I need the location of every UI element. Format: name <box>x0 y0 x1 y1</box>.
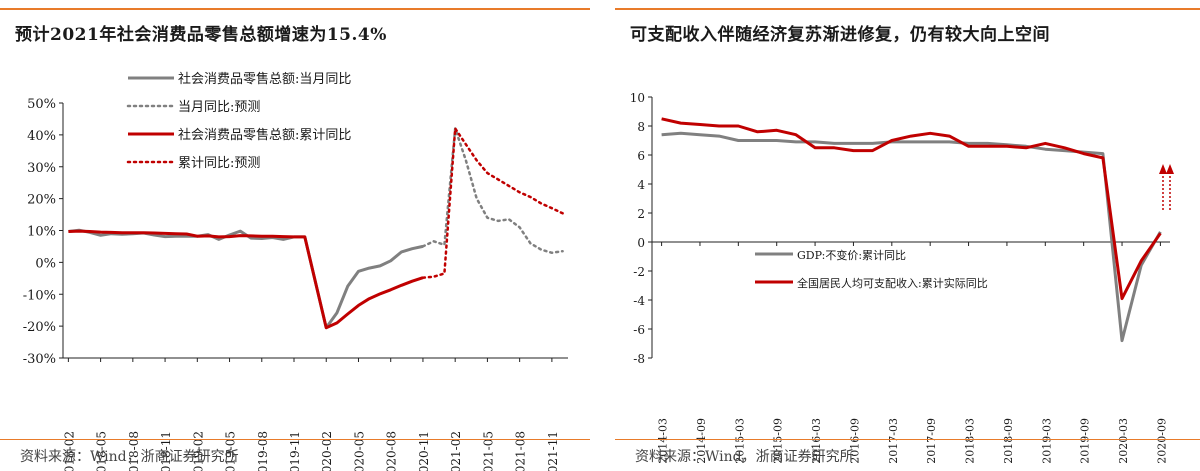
left-x-tick-label: 2019-11 <box>288 431 302 471</box>
right-y-tick-label: 0 <box>637 236 645 250</box>
left-x-tick-label: 2019-02 <box>191 431 205 471</box>
right-top-rule <box>615 8 1200 10</box>
left-series-line-1 <box>68 228 424 330</box>
right-y-tick-label: 10 <box>630 91 645 105</box>
right-x-tick-label: 2017-03 <box>887 418 900 464</box>
left-y-tick-label: 10% <box>27 225 56 240</box>
right-series-line-2 <box>661 117 1162 301</box>
left-series-line-4 <box>421 127 564 279</box>
right-y-tick-label: -2 <box>633 265 645 279</box>
left-y-tick-label: 40% <box>27 129 56 144</box>
right-x-tick-label: 2014-09 <box>695 418 708 464</box>
left-bottom-rule <box>0 439 590 440</box>
left-x-tick-label: 2019-08 <box>256 431 270 471</box>
left-x-tick-label: 2021-02 <box>449 431 463 471</box>
left-y-tick-label: -10% <box>23 288 56 303</box>
right-x-tick-label: 2019-03 <box>1040 418 1053 464</box>
right-x-tick-label: 2020-03 <box>1117 418 1130 464</box>
left-x-tick-label: 2020-08 <box>385 431 399 471</box>
right-chart-panel: 可支配收入伴随经济复苏渐进修复，仍有较大向上空间 -8 -6 -4 -2 0 2 4 6 8 10… <box>615 0 1200 471</box>
right-series-line-1 <box>661 131 1162 343</box>
right-source-note: 资料来源：Wind，浙商证券研究所 <box>635 449 854 465</box>
right-legend-label-1: GDP:不变价:累计同比 <box>797 248 906 262</box>
left-x-tick-label: 2020-11 <box>417 431 431 471</box>
left-y-tick-label: -20% <box>23 320 56 335</box>
left-x-tick-label: 2020-02 <box>320 431 334 471</box>
right-y-tick-label: -4 <box>633 294 645 308</box>
left-legend-label-4: 累计同比:预测 <box>178 156 260 171</box>
left-y-tick-label: 0% <box>35 256 56 271</box>
right-x-tick-label: 2016-09 <box>848 418 861 464</box>
right-x-tick-label: 2018-03 <box>964 418 977 464</box>
right-y-tick-label: 8 <box>637 120 645 134</box>
left-legend-label-2: 当月同比:预测 <box>178 100 260 115</box>
right-legend-label-2: 全国居民人均可支配收入:累计实际同比 <box>797 276 988 290</box>
left-x-tick-label: 2018-05 <box>95 431 109 471</box>
left-x-tick-label: 2018-02 <box>62 431 76 471</box>
right-y-tick-label: -6 <box>633 323 645 337</box>
right-x-tick-label: 2020-09 <box>1155 418 1168 464</box>
recovery-arrow-head-1 <box>1159 164 1167 174</box>
left-series-line-2 <box>421 127 564 255</box>
right-x-tick-label: 2018-09 <box>1002 418 1015 464</box>
right-y-tick-label: 2 <box>637 207 645 221</box>
left-source-note: 资料来源：Wind，浙商证券研究所 <box>20 449 239 465</box>
left-x-tick-label: 2018-11 <box>159 431 173 471</box>
right-x-tick-label: 2017-09 <box>925 418 938 464</box>
left-legend-label-1: 社会消费品零售总额:当月同比 <box>178 71 351 87</box>
right-y-tick-label: -8 <box>633 352 645 366</box>
left-y-tick-label: 30% <box>27 161 56 176</box>
right-bottom-rule <box>615 439 1200 440</box>
right-chart-title: 可支配收入伴随经济复苏渐进修复，仍有较大向上空间 <box>630 25 1050 45</box>
left-chart-panel: 预计2021年社会消费品零售总额增速为15.4% -30% -20% -10% 0% 1… <box>0 0 590 471</box>
right-x-tick-label: 2014-03 <box>657 418 670 464</box>
left-x-tick-label: 2021-11 <box>546 431 560 471</box>
left-series-line-3 <box>68 229 424 330</box>
right-x-tick-label: 2015-03 <box>733 418 746 464</box>
right-y-tick-label: 4 <box>637 178 645 192</box>
left-y-tick-label: 20% <box>27 193 56 208</box>
right-x-tick-label: 2019-09 <box>1079 418 1092 464</box>
right-chart-svg: -8 -6 -4 -2 0 2 4 6 8 10 2014-03 2014-09 2015-03 2015… <box>630 91 1174 464</box>
left-top-rule <box>0 8 590 10</box>
left-x-tick-label: 2018-08 <box>127 431 141 471</box>
left-x-tick-label: 2019-05 <box>224 431 238 471</box>
right-y-tick-label: 6 <box>637 149 645 163</box>
left-x-tick-label: 2021-05 <box>481 431 495 471</box>
left-x-tick-label: 2020-05 <box>352 431 366 471</box>
right-x-tick-label: 2015-09 <box>772 418 785 464</box>
left-x-tick-label: 2021-08 <box>514 431 528 471</box>
right-x-tick-label: 2016-03 <box>810 418 823 464</box>
left-y-tick-label: -30% <box>23 352 56 367</box>
left-y-tick-label: 50% <box>27 97 56 112</box>
left-legend-label-3: 社会消费品零售总额:累计同比 <box>178 127 351 143</box>
recovery-arrow-head-2 <box>1166 164 1174 174</box>
left-chart-svg: -30% -20% -10% 0% 10% 20% 30% 40% 50% 2018-02 2018… <box>23 71 568 471</box>
left-chart-title: 预计2021年社会消费品零售总额增速为15.4% <box>15 25 387 45</box>
